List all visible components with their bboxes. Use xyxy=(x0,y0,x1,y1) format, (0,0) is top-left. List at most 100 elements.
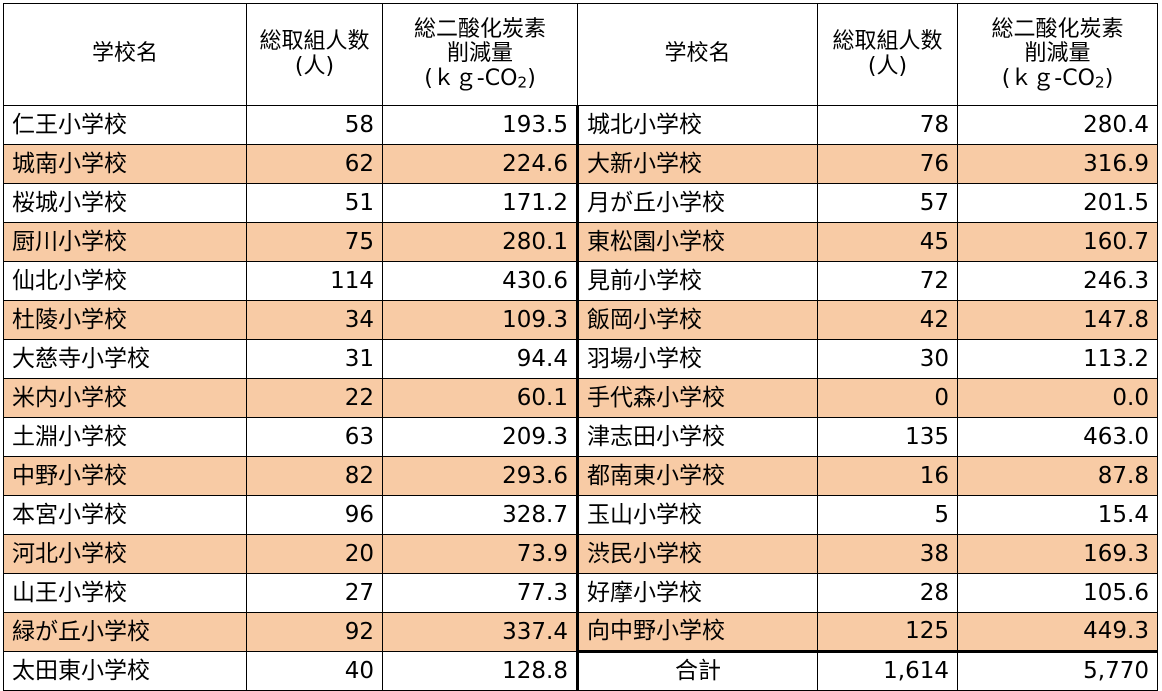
co2-reduction-cell: 328.7 xyxy=(382,495,579,535)
header-co2-left: 総二酸化炭素 削減量 (ｋｇ-CO2) xyxy=(382,3,578,106)
co2-reduction-cell: 280.1 xyxy=(382,222,579,262)
co2-reduction-cell: 280.4 xyxy=(957,105,1158,145)
participants-cell: 51 xyxy=(246,183,383,223)
co2-reduction-cell: 449.3 xyxy=(957,612,1158,652)
co2-reduction-cell: 147.8 xyxy=(957,300,1158,340)
header-co2-unit: (ｋｇ-CO xyxy=(1001,65,1095,91)
school-name-cell: 仙北小学校 xyxy=(3,261,247,301)
table-row: 山王小学校 27 77.3 好摩小学校 28 105.6 xyxy=(3,573,1158,613)
header-school-name-left: 学校名 xyxy=(3,3,247,106)
school-name-cell: 桜城小学校 xyxy=(3,183,247,223)
header-co2-line1: 総二酸化炭素 xyxy=(991,17,1124,43)
co2-reduction-cell: 201.5 xyxy=(957,183,1158,223)
participants-cell: 72 xyxy=(817,261,958,301)
table-row: 仁王小学校 58 193.5 城北小学校 78 280.4 xyxy=(3,105,1158,145)
school-name-cell: 大慈寺小学校 xyxy=(3,339,247,379)
co2-reduction-cell: 430.6 xyxy=(382,261,579,301)
co2-reduction-cell: 171.2 xyxy=(382,183,579,223)
header-participants-line2: (人) xyxy=(294,53,335,79)
co2-reduction-cell: 169.3 xyxy=(957,534,1158,574)
co2-reduction-cell: 337.4 xyxy=(382,612,579,652)
participants-cell: 135 xyxy=(817,417,958,457)
school-name-cell: 東松園小学校 xyxy=(577,222,818,262)
header-co2-line2: 削減量 xyxy=(446,41,513,67)
participants-cell: 82 xyxy=(246,456,383,496)
participants-cell: 5 xyxy=(817,495,958,535)
participants-cell: 38 xyxy=(817,534,958,574)
school-name-cell: 見前小学校 xyxy=(577,261,818,301)
header-co2-unit: (ｋｇ-CO xyxy=(424,65,518,91)
school-name-cell: 山王小学校 xyxy=(3,573,247,613)
school-name-cell: 中野小学校 xyxy=(3,456,247,496)
header-participants-left: 総取組人数 (人) xyxy=(246,3,383,106)
participants-cell: 125 xyxy=(817,612,958,652)
participants-cell: 34 xyxy=(246,300,383,340)
school-name-cell: 月が丘小学校 xyxy=(577,183,818,223)
co2-reduction-cell: 160.7 xyxy=(957,222,1158,262)
participants-cell: 92 xyxy=(246,612,383,652)
table-row: 厨川小学校 75 280.1 東松園小学校 45 160.7 xyxy=(3,222,1158,262)
school-name-cell: 城南小学校 xyxy=(3,144,247,184)
header-co2-line3: (ｋｇ-CO2) xyxy=(385,65,575,91)
header-co2-line2: 削減量 xyxy=(1024,41,1091,67)
header-school-name-right: 学校名 xyxy=(577,3,818,106)
participants-cell: 96 xyxy=(246,495,383,535)
participants-cell: 57 xyxy=(817,183,958,223)
table-row: 仙北小学校 114 430.6 見前小学校 72 246.3 xyxy=(3,261,1158,301)
co2-reduction-cell: 246.3 xyxy=(957,261,1158,301)
header-participants-right: 総取組人数 (人) xyxy=(817,3,958,106)
co2-reduction-cell: 0.0 xyxy=(957,378,1158,418)
school-name-cell: 仁王小学校 xyxy=(3,105,247,145)
co2-reduction-cell: 224.6 xyxy=(382,144,579,184)
header-co2-subscript: 2 xyxy=(1094,72,1105,91)
co2-reduction-cell: 15.4 xyxy=(957,495,1158,535)
table-row: 本宮小学校 96 328.7 玉山小学校 5 15.4 xyxy=(3,495,1158,535)
school-name-cell: 緑が丘小学校 xyxy=(3,612,247,652)
co2-reduction-cell: 209.3 xyxy=(382,417,579,457)
school-name-cell: 本宮小学校 xyxy=(3,495,247,535)
header-participants-line1: 総取組人数 xyxy=(832,29,943,55)
table-row: 米内小学校 22 60.1 手代森小学校 0 0.0 xyxy=(3,378,1158,418)
school-name-cell: 河北小学校 xyxy=(3,534,247,574)
header-co2-right: 総二酸化炭素 削減量 (ｋｇ-CO2) xyxy=(957,3,1158,106)
co2-reduction-cell: 87.8 xyxy=(957,456,1158,496)
participants-cell: 76 xyxy=(817,144,958,184)
header-row: 学校名 総取組人数 (人) 総二酸化炭素 削減量 (ｋｇ-CO2) 学校名 総取… xyxy=(3,3,1158,106)
table-body: 仁王小学校 58 193.5 城北小学校 78 280.4 城南小学校 62 224.6 大新小学… xyxy=(3,105,1158,691)
school-name-cell: 玉山小学校 xyxy=(577,495,818,535)
co2-reduction-cell: 60.1 xyxy=(382,378,579,418)
school-co2-table: 学校名 総取組人数 (人) 総二酸化炭素 削減量 (ｋｇ-CO2) 学校名 総取… xyxy=(3,3,1158,691)
school-name-cell: 向中野小学校 xyxy=(577,612,818,652)
school-name-cell: 杜陵小学校 xyxy=(3,300,247,340)
school-name-cell: 渋民小学校 xyxy=(577,534,818,574)
school-name-cell: 好摩小学校 xyxy=(577,573,818,613)
school-name-cell: 津志田小学校 xyxy=(577,417,818,457)
participants-cell: 42 xyxy=(817,300,958,340)
school-name-cell: 大新小学校 xyxy=(577,144,818,184)
header-participants-line2: (人) xyxy=(867,53,908,79)
school-name-cell: 太田東小学校 xyxy=(3,651,247,691)
participants-cell: 75 xyxy=(246,222,383,262)
participants-cell: 78 xyxy=(817,105,958,145)
header-participants-line1: 総取組人数 xyxy=(259,29,370,55)
header-co2-close: ) xyxy=(527,65,536,91)
header-co2-line3: (ｋｇ-CO2) xyxy=(960,65,1155,91)
co2-reduction-cell: 73.9 xyxy=(382,534,579,574)
participants-cell: 30 xyxy=(817,339,958,379)
header-co2-line1: 総二酸化炭素 xyxy=(413,17,546,43)
table-row: 杜陵小学校 34 109.3 飯岡小学校 42 147.8 xyxy=(3,300,1158,340)
table-row: 緑が丘小学校 92 337.4 向中野小学校 125 449.3 xyxy=(3,612,1158,652)
co2-reduction-cell: 463.0 xyxy=(957,417,1158,457)
table-row: 土淵小学校 63 209.3 津志田小学校 135 463.0 xyxy=(3,417,1158,457)
participants-cell: 62 xyxy=(246,144,383,184)
total-co2-reduction: 5,770 xyxy=(957,650,1158,691)
co2-reduction-cell: 77.3 xyxy=(382,573,579,613)
school-name-cell: 羽場小学校 xyxy=(577,339,818,379)
participants-cell: 63 xyxy=(246,417,383,457)
participants-cell: 40 xyxy=(246,651,383,691)
co2-reduction-cell: 316.9 xyxy=(957,144,1158,184)
total-label: 合計 xyxy=(577,650,818,691)
table-row: 太田東小学校 40 128.8 合計 1,614 5,770 xyxy=(3,650,1158,691)
table-row: 桜城小学校 51 171.2 月が丘小学校 57 201.5 xyxy=(3,183,1158,223)
total-participants: 1,614 xyxy=(817,650,958,691)
